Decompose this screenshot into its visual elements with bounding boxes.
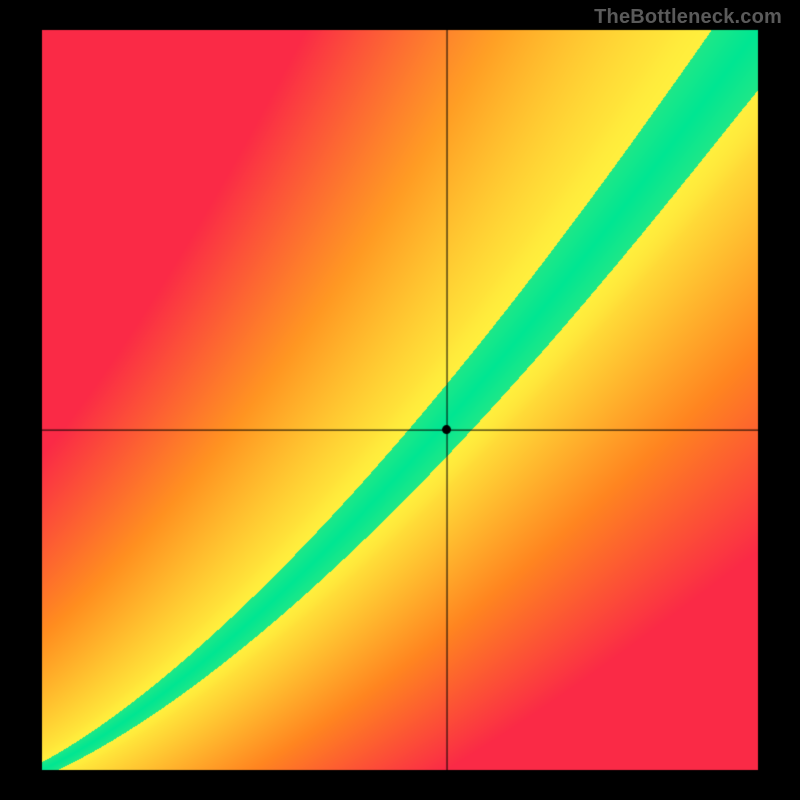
bottleneck-heatmap-canvas [0, 0, 800, 800]
watermark-text: TheBottleneck.com [594, 6, 782, 29]
chart-container: TheBottleneck.com [0, 0, 800, 800]
